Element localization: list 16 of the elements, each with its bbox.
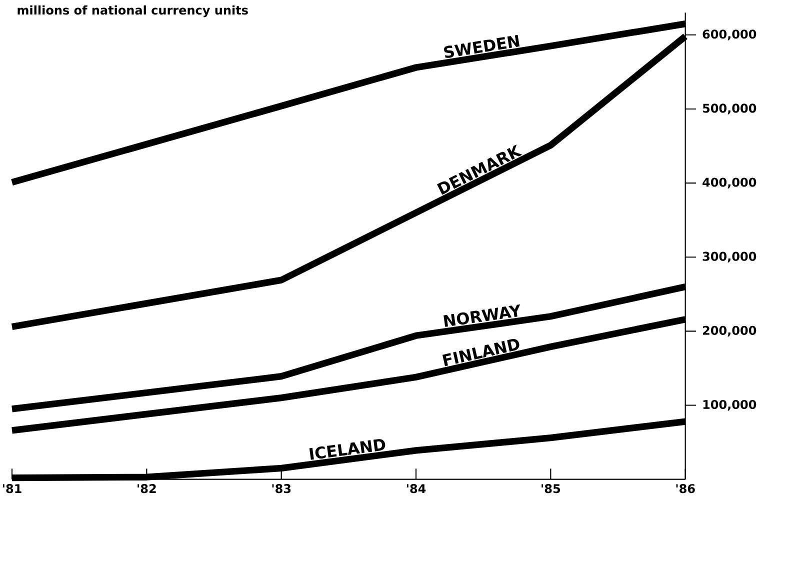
y-tick-label: 600,000: [702, 30, 756, 40]
text: NORWAY: [444, 304, 520, 327]
chart-subtitle: millions of national currency units: [18, 5, 248, 18]
x-tick-label: '84: [406, 484, 426, 494]
x-tick-label: '82: [138, 484, 156, 494]
y-tick-label: 300,000: [702, 252, 756, 262]
y-tick-label: 500,000: [702, 104, 756, 114]
x-tick-label: '86: [676, 484, 695, 494]
x-tick-label: '81: [2, 484, 22, 494]
text: ICELAND: [309, 439, 386, 460]
x-tick-label: '83: [272, 484, 291, 494]
x-tick-label: '85: [542, 484, 560, 494]
y-tick-label: 400,000: [702, 178, 756, 188]
y-tick-label: 100,000: [703, 400, 756, 411]
text: SWEDEN: [444, 34, 520, 58]
y-tick-label: 200,000: [702, 326, 756, 337]
